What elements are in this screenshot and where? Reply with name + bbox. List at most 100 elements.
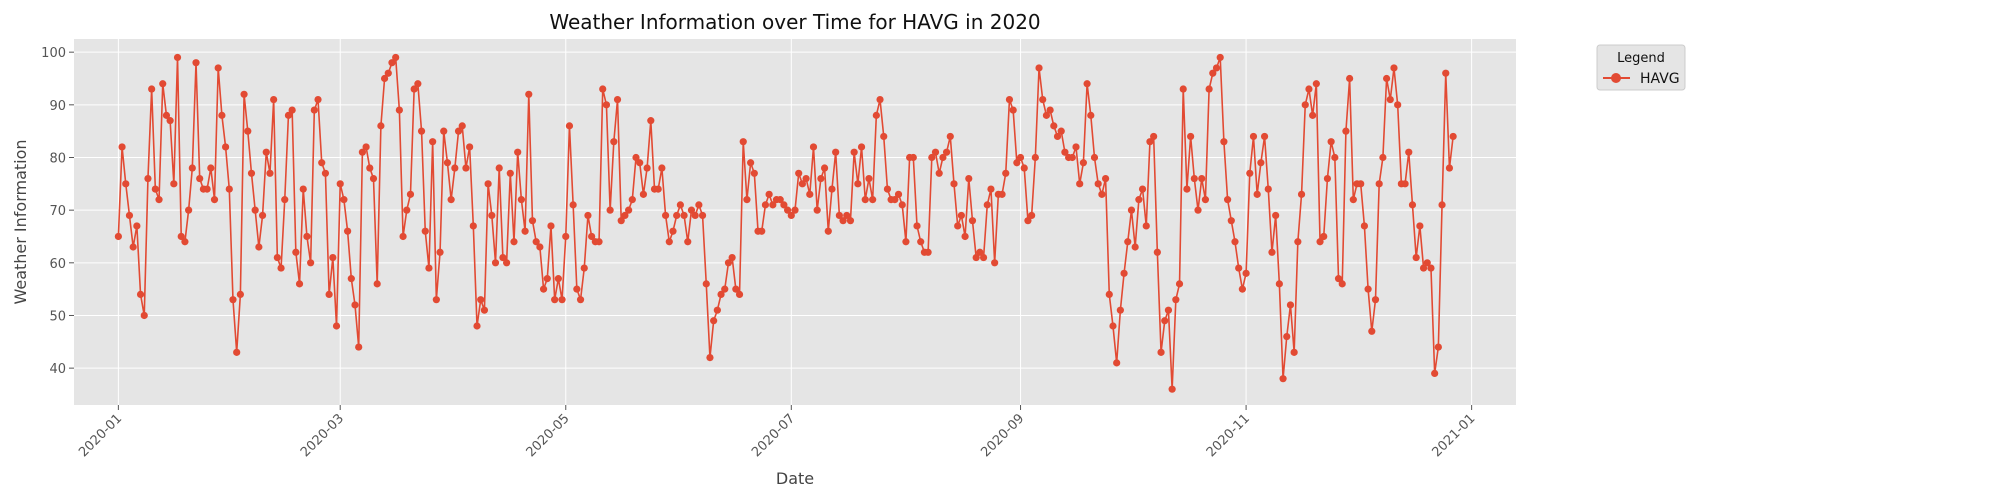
data-point xyxy=(1217,54,1224,61)
data-point xyxy=(170,180,177,187)
data-point xyxy=(1368,328,1375,335)
data-point xyxy=(932,149,939,156)
data-point xyxy=(851,149,858,156)
data-point xyxy=(492,259,499,266)
data-point xyxy=(954,222,961,229)
data-point xyxy=(211,196,218,203)
data-point xyxy=(326,291,333,298)
data-point xyxy=(570,201,577,208)
y-tick-label: 100 xyxy=(41,46,66,61)
data-point xyxy=(629,196,636,203)
data-point xyxy=(189,164,196,171)
x-axis-ticks: 2020-01 2020-03 2020-05 2020-07 2020-09 2020-… xyxy=(76,405,1478,460)
data-point xyxy=(595,238,602,245)
x-tick-label: 2020-09 xyxy=(978,411,1027,460)
data-point xyxy=(680,212,687,219)
data-point xyxy=(1132,243,1139,250)
data-point xyxy=(363,143,370,150)
data-point xyxy=(828,185,835,192)
data-point xyxy=(292,249,299,256)
data-point xyxy=(115,233,122,240)
data-point xyxy=(248,170,255,177)
data-point xyxy=(448,196,455,203)
data-point xyxy=(969,217,976,224)
data-point xyxy=(167,117,174,124)
data-point xyxy=(130,243,137,250)
data-point xyxy=(1213,64,1220,71)
data-point xyxy=(573,286,580,293)
data-point xyxy=(351,301,358,308)
data-point xyxy=(610,138,617,145)
data-point xyxy=(329,254,336,261)
data-point xyxy=(263,149,270,156)
data-point xyxy=(318,159,325,166)
data-point xyxy=(880,133,887,140)
data-point xyxy=(625,207,632,214)
data-point xyxy=(270,96,277,103)
data-point xyxy=(1405,149,1412,156)
data-point xyxy=(1106,291,1113,298)
data-point xyxy=(300,185,307,192)
data-point xyxy=(917,238,924,245)
y-tick-label: 70 xyxy=(49,204,66,219)
data-point xyxy=(244,128,251,135)
data-point xyxy=(126,212,133,219)
data-point xyxy=(710,317,717,324)
data-point xyxy=(1394,101,1401,108)
data-point xyxy=(1346,75,1353,82)
data-point xyxy=(795,170,802,177)
data-point xyxy=(1035,64,1042,71)
data-point xyxy=(658,164,665,171)
data-point xyxy=(518,196,525,203)
data-point xyxy=(644,164,651,171)
data-point xyxy=(470,222,477,229)
data-point xyxy=(895,191,902,198)
data-point xyxy=(252,207,259,214)
data-point xyxy=(695,201,702,208)
data-point xyxy=(229,296,236,303)
data-point xyxy=(947,133,954,140)
data-point xyxy=(1409,201,1416,208)
data-point xyxy=(196,175,203,182)
data-point xyxy=(377,122,384,129)
data-point xyxy=(640,191,647,198)
data-point xyxy=(1157,349,1164,356)
data-point xyxy=(1268,249,1275,256)
data-point xyxy=(740,138,747,145)
data-point xyxy=(743,196,750,203)
data-point xyxy=(1058,128,1065,135)
data-point xyxy=(1176,280,1183,287)
y-axis-ticks: 405060708090100 xyxy=(41,46,74,377)
data-point xyxy=(1379,154,1386,161)
data-point xyxy=(1076,180,1083,187)
data-point xyxy=(215,64,222,71)
data-point xyxy=(1180,85,1187,92)
data-point xyxy=(1150,133,1157,140)
data-point xyxy=(810,143,817,150)
data-point xyxy=(1416,222,1423,229)
data-point xyxy=(337,180,344,187)
data-point xyxy=(222,143,229,150)
legend-marker-swatch xyxy=(1611,73,1621,83)
legend-title: Legend xyxy=(1617,51,1665,66)
data-point xyxy=(558,296,565,303)
data-point xyxy=(440,128,447,135)
data-point xyxy=(144,175,151,182)
data-point xyxy=(436,249,443,256)
data-point xyxy=(1109,322,1116,329)
data-point xyxy=(1291,349,1298,356)
data-point xyxy=(1302,101,1309,108)
data-point xyxy=(122,180,129,187)
data-point xyxy=(636,159,643,166)
data-point xyxy=(677,201,684,208)
data-point xyxy=(237,291,244,298)
data-point xyxy=(481,307,488,314)
y-tick-label: 80 xyxy=(49,151,66,166)
data-point xyxy=(1438,201,1445,208)
data-point xyxy=(566,122,573,129)
data-point xyxy=(547,222,554,229)
data-point xyxy=(1084,80,1091,87)
data-point xyxy=(666,238,673,245)
data-point xyxy=(204,185,211,192)
